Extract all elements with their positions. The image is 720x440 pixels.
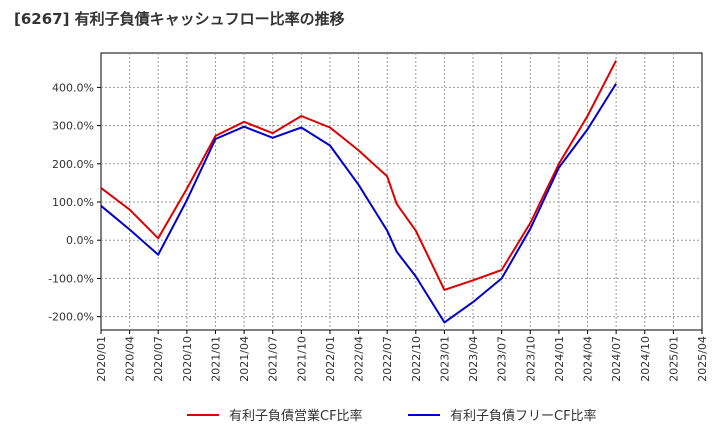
x-tick-label: 2022/10 (410, 336, 423, 382)
x-axis-ticks: 2020/01 2020/04 2020/07 2020/10 2021/01 2021/… (95, 330, 709, 382)
x-tick-label: 2020/04 (124, 336, 137, 382)
x-tick-label: 2024/10 (639, 336, 652, 382)
x-tick-label: 2020/01 (95, 336, 108, 382)
x-tick-label: 2025/01 (667, 336, 680, 382)
x-tick-label: 2021/04 (238, 336, 251, 382)
x-tick-label: 2024/04 (582, 336, 595, 382)
y-tick-label: 0.0% (66, 234, 94, 247)
x-tick-label: 2023/07 (496, 336, 509, 382)
y-axis-ticks: -200.0% -100.0% 0.0% 100.0% 200.0% 300.0% 400.… (48, 81, 101, 324)
x-tick-label: 2020/07 (152, 336, 165, 382)
chart-title: [6267] 有利子負債キャッシュフロー比率の推移 (14, 10, 345, 28)
x-tick-label: 2021/01 (209, 336, 222, 382)
y-tick-label: 400.0% (52, 81, 94, 94)
x-tick-label: 2024/01 (553, 336, 566, 382)
x-tick-label: 2022/01 (324, 336, 337, 382)
series-line-2 (100, 83, 617, 324)
x-tick-label: 2021/10 (295, 336, 308, 382)
y-tick-label: -100.0% (48, 272, 94, 285)
x-tick-label: 2023/10 (524, 336, 537, 382)
x-tick-label: 2024/07 (610, 336, 623, 382)
series-lines (100, 60, 617, 324)
legend: 有利子負債営業CF比率 有利子負債フリーCF比率 (187, 408, 597, 424)
x-tick-label: 2021/07 (267, 336, 280, 382)
y-tick-label: -200.0% (48, 311, 94, 324)
legend-label-1: 有利子負債営業CF比率 (229, 408, 363, 424)
y-tick-label: 100.0% (52, 196, 94, 209)
x-tick-label: 2023/01 (438, 336, 451, 382)
y-tick-label: 200.0% (52, 158, 94, 171)
legend-label-2: 有利子負債フリーCF比率 (450, 408, 597, 424)
x-tick-label: 2025/04 (696, 336, 709, 382)
x-tick-label: 2020/10 (181, 336, 194, 382)
plot-background (100, 52, 703, 331)
x-tick-label: 2023/04 (467, 336, 480, 382)
x-tick-label: 2022/04 (353, 336, 366, 382)
y-tick-label: 300.0% (52, 120, 94, 133)
series-line-1 (100, 60, 617, 291)
x-tick-label: 2022/07 (381, 336, 394, 382)
